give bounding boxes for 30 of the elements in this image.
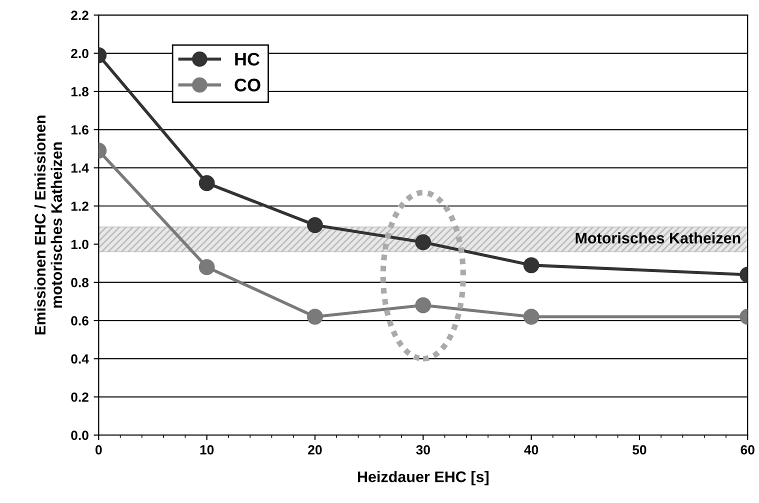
y-tick-label: 0.8: [71, 278, 89, 288]
y-tick-label: 2.2: [71, 10, 88, 20]
point: [523, 308, 540, 325]
y-tick-label: 1.2: [71, 202, 88, 211]
y-axis-title: Emissionen EHC / Emissionen motorisches Katheizen: [34, 116, 62, 334]
y-tick-label: 0.6: [71, 316, 88, 326]
x-tick-label: 40: [524, 445, 538, 455]
y-tick-label: 0.4: [71, 354, 89, 364]
x-tick-label: 20: [308, 445, 322, 455]
legend-label: HC: [235, 52, 260, 66]
point: [307, 308, 323, 325]
band-label: Motorisches Katheizen: [576, 232, 740, 244]
point: [523, 257, 540, 274]
y-tick-label: 1.8: [71, 87, 89, 96]
point: [415, 297, 432, 314]
y-tick-label: 1.6: [71, 125, 88, 135]
point: [415, 234, 432, 250]
x-tick-label: 30: [416, 445, 430, 455]
x-axis-title: Heizdauer EHC [s]: [358, 471, 489, 486]
y-tick-label: 1.4: [71, 164, 89, 173]
y-tick-label: 0.2: [71, 392, 88, 402]
legend-label: CO: [234, 78, 260, 92]
y-tick-label: 2.0: [71, 48, 88, 58]
x-tick-label: 10: [200, 445, 214, 455]
y-tick-label: 0.0: [71, 430, 88, 440]
x-tick-label: 60: [740, 445, 754, 455]
y-tick-label: 1.0: [71, 240, 88, 250]
x-tick-label: 0: [96, 445, 102, 455]
x-tick-label: 50: [632, 445, 646, 455]
point: [307, 217, 323, 234]
